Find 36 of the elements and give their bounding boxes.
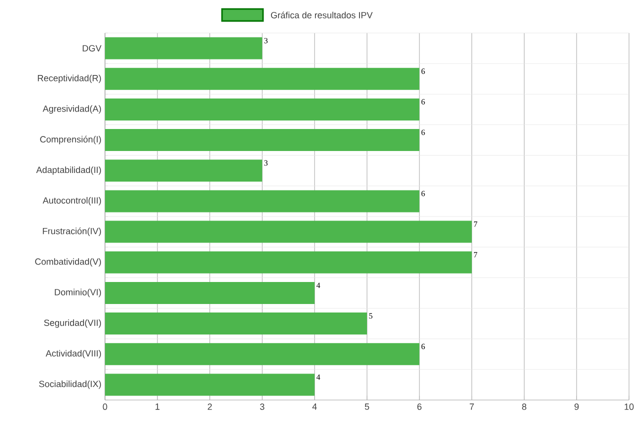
bar — [105, 343, 420, 366]
bar — [105, 251, 472, 274]
x-tick-label: 7 — [470, 404, 474, 410]
y-tick-label: Adaptabilidad(II) — [36, 166, 101, 175]
bar — [105, 374, 315, 396]
y-tick-label: Autocontrol(III) — [42, 197, 101, 206]
bar — [105, 282, 315, 304]
bar — [105, 160, 262, 182]
y-tick-label: Frustración(IV) — [42, 228, 101, 236]
bar — [105, 68, 420, 90]
x-tick-label: 9 — [574, 404, 579, 410]
bar — [105, 190, 420, 212]
x-tick-label: 1 — [156, 404, 160, 410]
x-tick-label: 5 — [364, 404, 370, 410]
bar — [105, 129, 420, 152]
x-tick-label: 3 — [260, 404, 264, 410]
bar — [105, 220, 472, 243]
y-tick-label: Actividad(VIII) — [46, 350, 101, 358]
y-tick-label: Comprensión(I) — [40, 136, 101, 144]
legend-label: Gráfica de resultados IPV — [270, 12, 373, 18]
x-tick-label: 10 — [624, 404, 634, 410]
bar — [105, 37, 262, 60]
x-tick-label: 8 — [522, 404, 526, 410]
bar — [105, 312, 368, 335]
y-tick-label: Combatividad(V) — [35, 258, 101, 267]
y-tick-label: Receptividad(R) — [38, 74, 101, 84]
bar — [105, 98, 420, 120]
y-tick-label: Seguridad(VII) — [44, 319, 101, 328]
x-tick-label: 2 — [208, 404, 212, 410]
x-tick-label: 4 — [312, 404, 317, 410]
y-tick-label: Agresividad(A) — [42, 105, 101, 114]
y-tick-label: Dominio(VI) — [54, 288, 101, 298]
x-tick-label: 6 — [417, 404, 422, 410]
x-tick-label: 0 — [102, 404, 108, 410]
y-tick-label: Sociabilidad(IX) — [39, 380, 101, 389]
y-tick-label: DGV — [82, 45, 102, 52]
